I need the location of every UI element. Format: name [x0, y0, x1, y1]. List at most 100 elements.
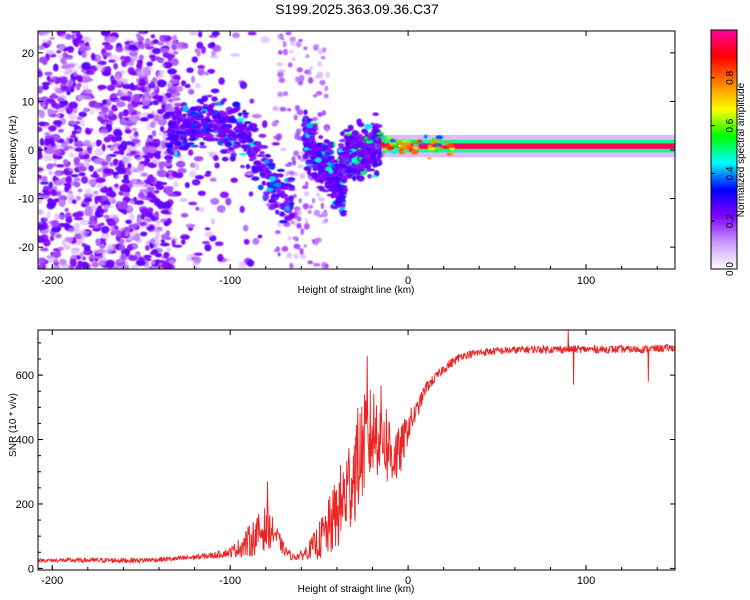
spectrogram-cell — [194, 83, 201, 89]
spectrogram-cell — [295, 76, 300, 83]
spectrogram-cell — [41, 31, 52, 34]
spectrogram-cell — [80, 119, 85, 127]
spectrogram-cell — [153, 200, 164, 207]
spectrogram-cell — [184, 120, 190, 124]
spectrogram-cell — [114, 130, 123, 137]
colorbar-tick-label: 0.4 — [725, 166, 736, 180]
spectrogram-cell — [118, 244, 126, 251]
spectrogram-cell — [83, 143, 89, 147]
spectrogram-cell — [69, 258, 77, 267]
spectrogram-cell — [348, 155, 354, 159]
spectrogram-cell — [38, 110, 46, 119]
spectrogram-cell — [121, 157, 129, 166]
spectrogram-cell — [230, 177, 238, 183]
spectrogram-cell — [50, 189, 57, 197]
spectrogram-cell — [120, 88, 128, 95]
spectrogram-cell — [101, 31, 111, 36]
spectrogram-cell — [154, 189, 160, 194]
spectrogram-cell — [298, 198, 302, 204]
spectrogram-cell — [371, 124, 379, 130]
spectrogram-cell — [101, 41, 111, 46]
spectrogram-cell — [265, 187, 274, 192]
spectrogram-cell — [288, 170, 294, 175]
spectrogram-cell — [56, 163, 65, 168]
spectrogram-cell — [317, 61, 322, 67]
spectrogram-cell — [299, 253, 307, 260]
spectrogram-cell — [393, 147, 400, 151]
spectrogram-cell — [322, 156, 327, 163]
spectrogram-cell — [47, 108, 54, 116]
spectrogram-cell — [221, 156, 229, 162]
spectrogram-cell — [108, 191, 117, 198]
spectrogram-cell — [114, 225, 119, 230]
spectrogram-cell — [210, 41, 216, 48]
spectrogram-cell — [156, 259, 166, 264]
spectrogram-cell — [94, 195, 103, 201]
spectrogram-cell — [305, 149, 315, 157]
spectrogram-cell — [363, 153, 372, 160]
spectrogram-cell — [174, 150, 178, 158]
spectrogram-cell — [131, 54, 138, 60]
spectrogram-cell — [104, 204, 114, 209]
spectrogram-cell — [116, 167, 126, 175]
spectrogram-cell — [73, 136, 79, 143]
spectrogram-cell — [294, 132, 301, 138]
spectrogram-cell — [84, 188, 93, 196]
spectrogram-cell — [173, 120, 178, 125]
spectrogram-cell — [190, 133, 198, 137]
spectrogram-cell — [161, 201, 172, 209]
spectrogram-cell — [217, 122, 222, 128]
spectrogram-cell — [127, 103, 132, 111]
spectrogram-cell — [67, 190, 73, 195]
spectrogram-cell — [124, 231, 130, 237]
spectrogram-cell — [259, 150, 265, 155]
spectrogram-cell — [61, 101, 69, 106]
spectrogram-cell — [46, 210, 51, 219]
spectrogram-cell — [347, 124, 354, 132]
spectrogram-cell — [202, 103, 209, 108]
spectrogram-cell — [302, 203, 309, 210]
spectrogram-cell — [53, 258, 59, 264]
spectrogram-cell — [139, 118, 149, 122]
spectrogram-cell — [213, 155, 219, 162]
spectrogram-cell — [188, 88, 195, 95]
spectrogram-cell — [68, 227, 75, 232]
spectrogram-cell — [331, 176, 340, 180]
spectrogram-cell — [135, 149, 141, 155]
spectrogram-cell — [239, 205, 245, 214]
spectrogram-cell — [137, 163, 145, 172]
spectrogram-cell — [99, 222, 105, 226]
spectrogram-cell — [179, 123, 188, 129]
spectrogram-cell — [277, 221, 282, 228]
spectrogram-cell — [206, 111, 214, 117]
spectrogram-cell — [323, 93, 329, 99]
spectrogram-cell — [142, 154, 151, 159]
spectrogram-cell — [232, 101, 241, 108]
spectrogram-cell — [292, 171, 299, 177]
spectrogram-cell — [398, 151, 405, 155]
spectrogram-cell — [197, 31, 203, 38]
spectrogram-cell — [105, 154, 112, 163]
spectrogram-cell — [87, 255, 98, 260]
spectrogram-cell — [193, 124, 203, 129]
spectrogram-cell — [64, 244, 71, 250]
snr-plot-area — [38, 330, 675, 565]
spectrogram-cell — [96, 183, 104, 189]
spectrogram-cell — [264, 194, 269, 200]
spectrogram-cell — [57, 106, 66, 113]
spectrogram-cell — [316, 263, 321, 267]
spectrogram-cell — [347, 136, 355, 140]
spectrogram-cell — [122, 109, 129, 117]
spectrogram-cell — [354, 163, 363, 169]
spectrogram-cell — [160, 47, 169, 53]
spectrogram-cell — [173, 244, 183, 248]
spectrogram-cell — [124, 180, 131, 184]
spectrogram-cell — [232, 32, 240, 39]
spectrogram-cell — [287, 62, 293, 68]
snr-line — [38, 330, 675, 565]
spectrogram-cell — [43, 217, 49, 221]
colorbar-tick-label: 0.6 — [725, 118, 736, 132]
spectrogram-cell — [324, 218, 329, 223]
spectrogram-cell — [124, 226, 130, 232]
spectrogram-cell — [195, 206, 200, 211]
